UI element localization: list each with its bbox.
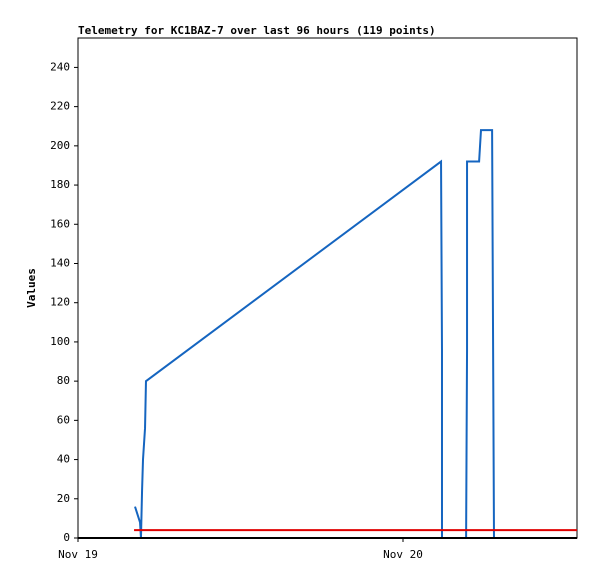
y-axis-label: Values [25, 268, 38, 308]
y-tick-label: 140 [50, 256, 70, 269]
y-tick-label: 40 [57, 453, 70, 466]
y-tick-label: 0 [63, 531, 70, 544]
chart-title: Telemetry for KC1BAZ-7 over last 96 hour… [78, 24, 436, 37]
y-tick-label: 60 [57, 413, 70, 426]
y-tick-label: 160 [50, 217, 70, 230]
plot-frame [77, 37, 578, 539]
y-tick-label: 180 [50, 178, 70, 191]
y-tick-label: 220 [50, 100, 70, 113]
y-tick-label: 20 [57, 492, 70, 505]
x-tick-label: Nov 20 [383, 548, 423, 561]
y-tick-label: 100 [50, 335, 70, 348]
y-tick-label: 200 [50, 139, 70, 152]
y-tick-label: 80 [57, 374, 70, 387]
x-tick-label: Nov 19 [58, 548, 98, 561]
y-tick-label: 240 [50, 60, 70, 73]
series-line [134, 129, 495, 539]
y-tick-label: 120 [50, 296, 70, 309]
